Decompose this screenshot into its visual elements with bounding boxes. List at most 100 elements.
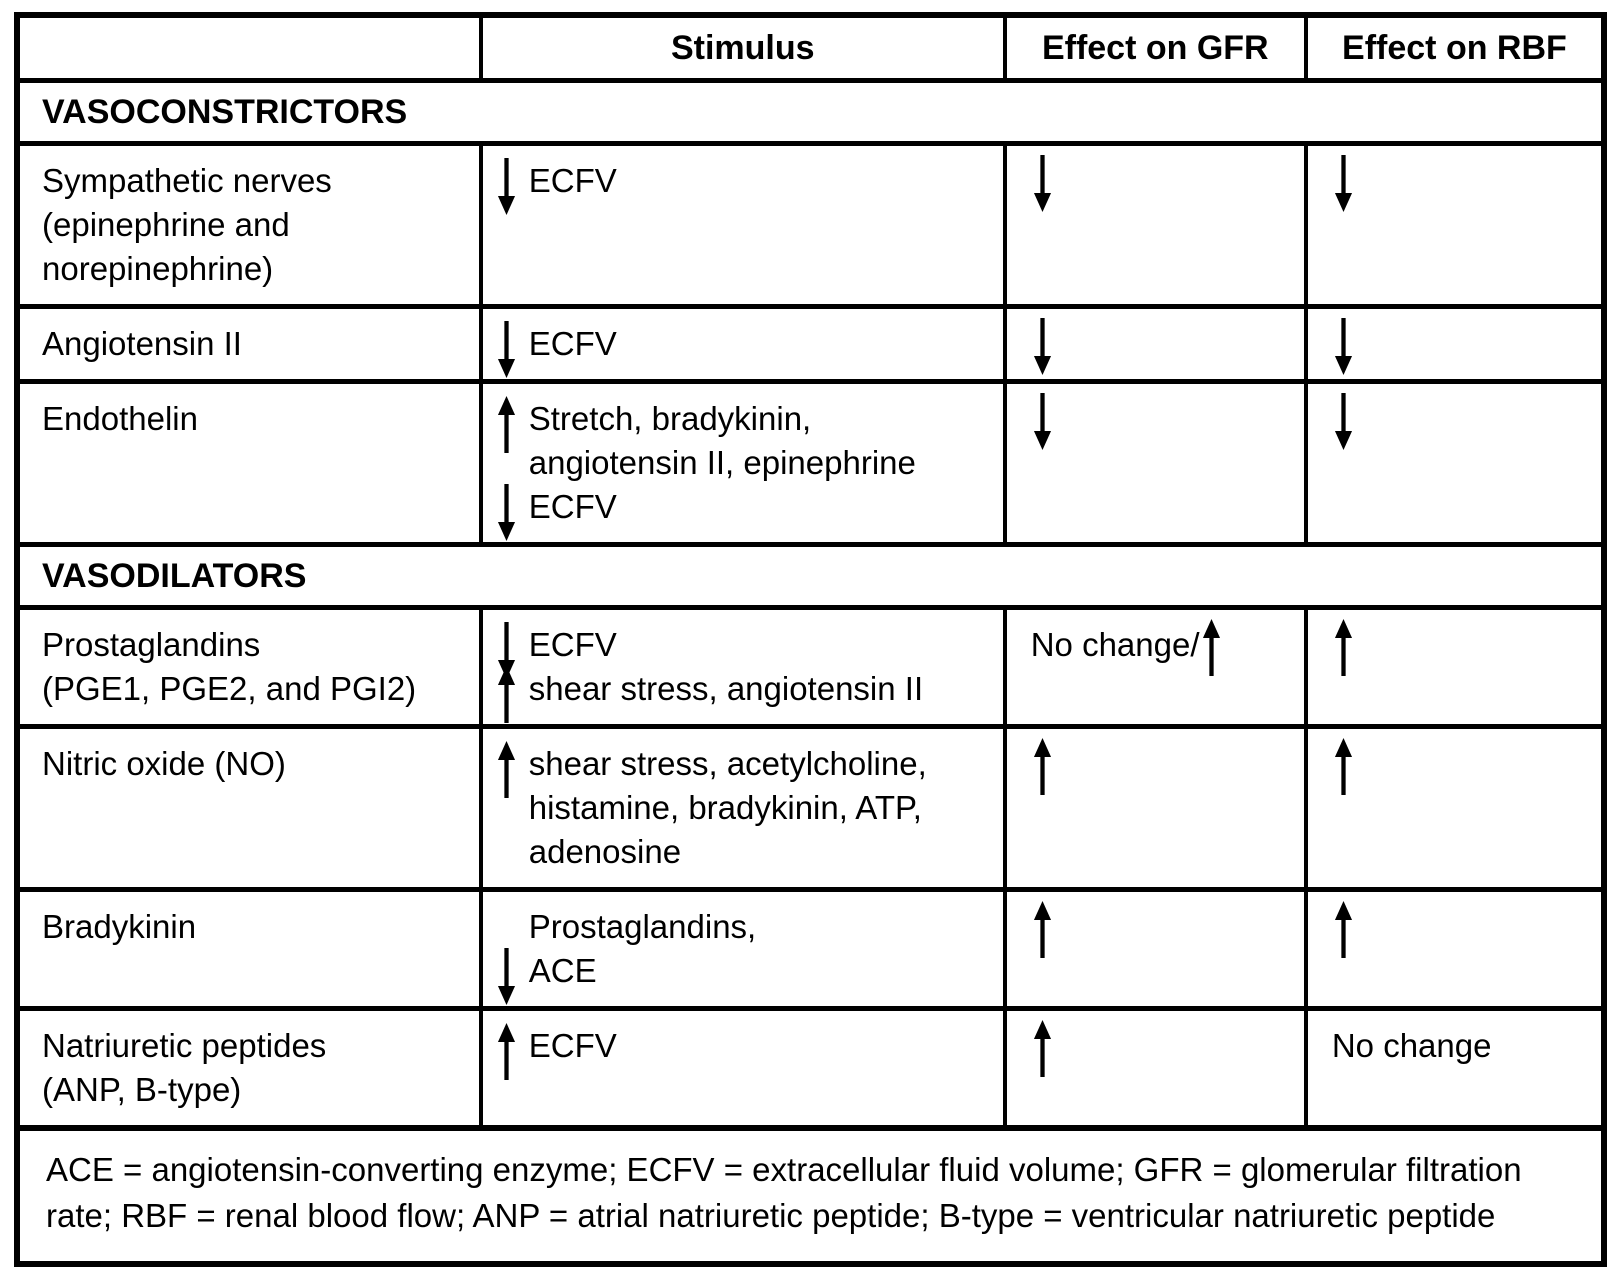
down-arrow-slot <box>1332 155 1356 212</box>
table-row: Prostaglandins (PGE1, PGE2, and PGI2) ECFV… <box>15 605 1607 729</box>
effect-value <box>1031 1020 1300 1077</box>
rbf-effect-cell <box>1303 605 1607 729</box>
gfr-effect-cell <box>1002 304 1308 384</box>
down-arrow-icon <box>1033 318 1051 375</box>
stimulus-text: shear stress, acetylcholine, <box>528 745 927 782</box>
gfr-effect-cell <box>1002 1006 1308 1131</box>
down-arrow-slot <box>495 484 529 541</box>
rbf-effect-cell <box>1303 379 1607 547</box>
down-arrow-slot <box>1031 155 1055 212</box>
header-stimulus: Stimulus <box>478 12 1007 83</box>
down-arrow-icon <box>497 158 515 215</box>
stimulus-text: ECFV <box>528 488 617 525</box>
effect-text: No change/ <box>1030 626 1200 663</box>
agent-name-line: Prostaglandins <box>42 626 261 663</box>
rbf-effect-cell <box>1303 724 1607 892</box>
section-header-row: VASOCONSTRICTORS <box>17 78 1604 146</box>
effect-value <box>1031 393 1300 450</box>
agent-name-line: (ANP, B-type) <box>42 1071 242 1108</box>
table-row: Bradykinin Prostaglandins, ACE <box>15 887 1607 1011</box>
up-arrow-slot <box>1332 901 1356 958</box>
up-arrow-icon <box>497 396 515 453</box>
stimulus-line: ECFV <box>495 622 999 679</box>
effect-value <box>1031 155 1300 212</box>
effect-value <box>1332 901 1597 958</box>
stimulus-line: ECFV <box>495 484 999 541</box>
agent-name-line: (PGE1, PGE2, and PGI2) <box>42 670 417 707</box>
stimulus-line: Prostaglandins, <box>495 905 999 949</box>
down-arrow-icon <box>1334 155 1352 212</box>
stimulus-text: ECFV <box>528 162 617 199</box>
table-row: Endothelin Stretch, bradykinin, angiotensi… <box>15 379 1607 547</box>
gfr-effect-cell <box>1002 379 1308 547</box>
agent-cell: Angiotensin II <box>15 304 483 384</box>
down-arrow-slot <box>1031 318 1055 375</box>
up-arrow-icon <box>1202 619 1220 676</box>
rbf-effect-cell <box>1303 887 1607 1011</box>
abbreviation-footnote: ACE = angiotensin-converting enzyme; ECF… <box>46 1151 1522 1234</box>
arrow-spacer <box>495 905 529 949</box>
up-arrow-slot <box>1031 1020 1055 1077</box>
effect-value: No change <box>1332 1024 1597 1068</box>
gfr-effect-cell <box>1002 141 1308 309</box>
down-arrow-slot <box>495 622 529 679</box>
agent-name-line: Endothelin <box>42 400 198 437</box>
effect-value <box>1332 619 1597 676</box>
down-arrow-slot <box>495 948 529 1005</box>
up-arrow-icon <box>497 1023 515 1080</box>
agent-name-line: Nitric oxide (NO) <box>42 745 286 782</box>
up-arrow-slot <box>1200 619 1224 676</box>
effect-value <box>1332 155 1597 212</box>
up-arrow-slot <box>1031 738 1055 795</box>
effect-value <box>1031 318 1300 375</box>
stimulus-line: adenosine <box>495 830 999 874</box>
stimulus-line: ECFV <box>495 1023 999 1080</box>
table-row: Angiotensin II ECFV <box>15 304 1607 384</box>
up-arrow-slot <box>1332 738 1356 795</box>
stimulus-text: Stretch, bradykinin, <box>528 400 812 437</box>
up-arrow-icon <box>1334 901 1352 958</box>
up-arrow-icon <box>1033 738 1051 795</box>
agent-name-line: Bradykinin <box>42 908 197 945</box>
agent-name-line: (epinephrine and <box>42 206 290 243</box>
up-arrow-slot <box>495 396 529 453</box>
down-arrow-icon <box>497 948 515 1005</box>
stimulus-text: angiotensin II, epinephrine <box>528 444 916 481</box>
up-arrow-icon <box>1334 619 1352 676</box>
table-row: Nitric oxide (NO) shear stress, acetylcho… <box>15 724 1607 892</box>
stimulus-line: angiotensin II, epinephrine <box>495 441 999 485</box>
up-arrow-slot <box>1031 901 1055 958</box>
agent-cell: Bradykinin <box>15 887 483 1011</box>
stimulus-line: ECFV <box>495 321 999 378</box>
stimulus-text: Prostaglandins, <box>528 908 757 945</box>
agent-cell: Sympathetic nerves (epinephrine and norepi… <box>15 141 483 309</box>
up-arrow-icon <box>1033 1020 1051 1077</box>
table-row: Natriuretic peptides (ANP, B-type) ECFV No … <box>15 1006 1607 1131</box>
gfr-effect-cell <box>1002 724 1308 892</box>
stimulus-text: ECFV <box>528 1027 617 1064</box>
stimulus-line: shear stress, angiotensin II <box>495 666 999 723</box>
stimulus-text: ECFV <box>528 626 617 663</box>
effect-value <box>1332 738 1597 795</box>
effect-value <box>1332 318 1597 375</box>
up-arrow-slot <box>495 741 529 798</box>
section-header-row: VASODILATORS <box>17 542 1604 610</box>
stimulus-cell: shear stress, acetylcholine, histamine, b… <box>478 724 1007 892</box>
stimulus-line: shear stress, acetylcholine, <box>495 741 999 798</box>
stimulus-cell: Stretch, bradykinin, angiotensin II, epin… <box>478 379 1007 547</box>
header-agent <box>15 12 483 83</box>
header-effect-gfr: Effect on GFR <box>1002 12 1308 83</box>
effect-value <box>1332 393 1597 450</box>
stimulus-cell: ECFV <box>478 1006 1007 1131</box>
effect-value <box>1031 901 1300 958</box>
section-title: VASOCONSTRICTORS <box>17 78 1604 146</box>
arrow-spacer <box>495 786 529 830</box>
rbf-effect-cell <box>1303 141 1607 309</box>
stimulus-cell: Prostaglandins, ACE <box>478 887 1007 1011</box>
down-arrow-icon <box>1033 393 1051 450</box>
up-arrow-slot <box>1332 619 1356 676</box>
up-arrow-slot <box>495 1023 529 1080</box>
effect-value: No change/ <box>1030 619 1300 676</box>
down-arrow-icon <box>497 484 515 541</box>
effect-text: No change <box>1331 1027 1492 1064</box>
